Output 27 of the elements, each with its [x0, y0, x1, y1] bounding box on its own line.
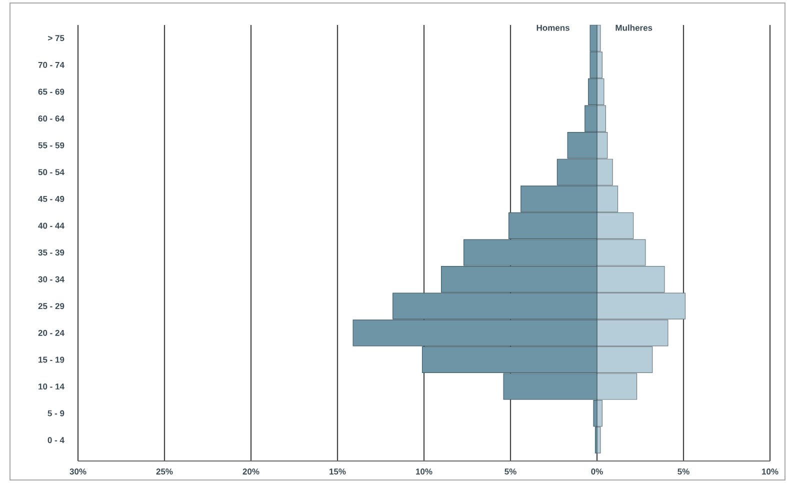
y-tick-label: 45 - 49 [38, 196, 64, 202]
y-tick-label: > 75 [48, 35, 64, 42]
y-tick-label: 25 - 29 [38, 303, 64, 310]
y-tick-label: 35 - 39 [38, 250, 64, 256]
y-tick-label: 55 - 59 [38, 142, 64, 148]
y-tick-label: 70 - 74 [38, 62, 64, 68]
x-tick-label: 5% [678, 468, 690, 475]
x-tick-label: 25% [156, 468, 173, 475]
y-tick-label: 65 - 69 [38, 88, 64, 95]
x-tick-label: 5% [504, 468, 516, 475]
x-tick-label: 15% [330, 468, 346, 475]
y-tick-label: 5 - 9 [48, 410, 64, 416]
x-tick-label: 30% [70, 468, 86, 475]
y-tick-label: 10 - 14 [38, 384, 64, 390]
x-tick-label: 0% [591, 468, 603, 475]
y-tick-label: 60 - 64 [38, 116, 64, 122]
y-tick-label: 50 - 54 [38, 169, 64, 176]
series-label: Mulheres [616, 24, 652, 31]
x-tick-label: 10% [416, 468, 432, 475]
text: Homens [536, 24, 570, 31]
y-tick-label: 15 - 19 [38, 356, 64, 363]
y-tick-label: 40 - 44 [38, 222, 64, 229]
y-tick-label: 0 - 4 [48, 437, 64, 444]
x-tick-label: 10% [762, 468, 778, 475]
y-tick-label: 20 - 24 [38, 330, 64, 336]
y-tick-label: 30 - 34 [38, 276, 64, 282]
x-tick-label: 20% [242, 468, 260, 475]
